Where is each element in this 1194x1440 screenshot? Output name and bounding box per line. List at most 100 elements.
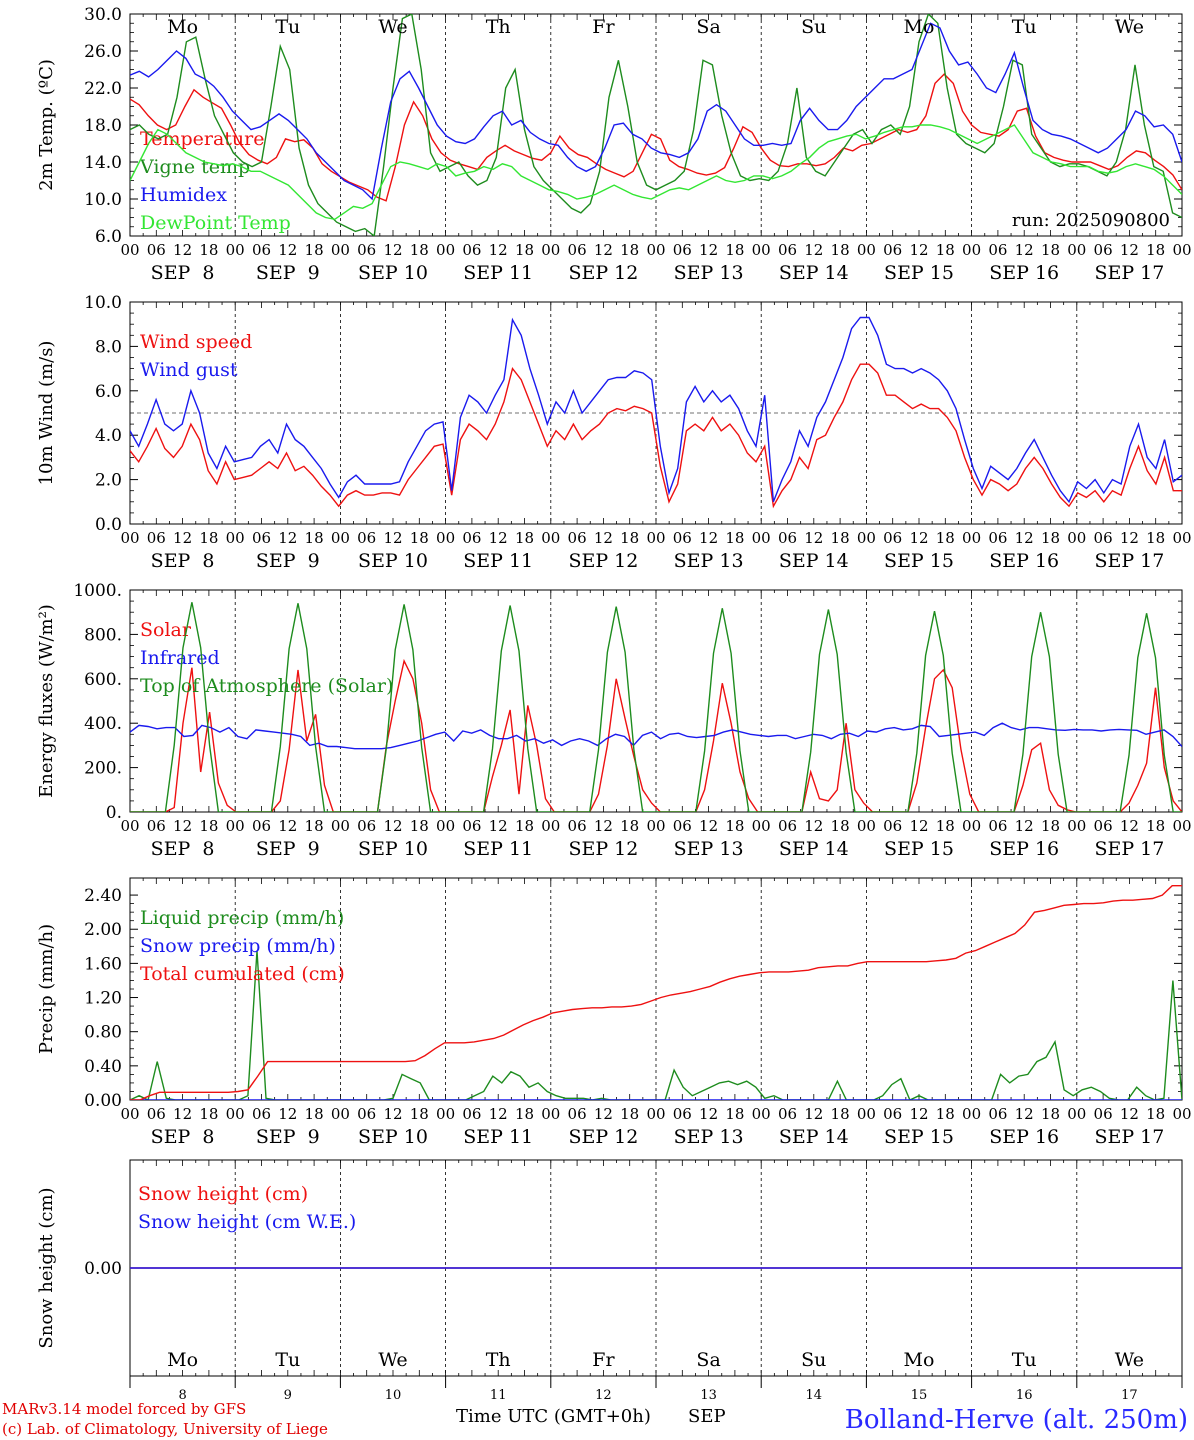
x-tick-label: 12 (1015, 241, 1034, 259)
x-tick-label: 12 (383, 817, 402, 835)
series-line-infrared (130, 722, 1182, 750)
x-tick-label: 00 (962, 241, 981, 259)
weekday-label: Fr (592, 1349, 615, 1371)
x-tick-label: 12 (909, 241, 928, 259)
x-tick-label: 12 (489, 817, 508, 835)
date-label: SEP 14 (779, 550, 849, 572)
day-number-label: 9 (284, 1388, 292, 1403)
y-tick-label: 200. (84, 759, 122, 779)
x-tick-label: 00 (436, 817, 455, 835)
x-axis-month: SEP (688, 1406, 726, 1427)
legend-entry: Liquid precip (mm/h) (140, 907, 344, 929)
x-tick-label: 00 (1067, 529, 1086, 547)
weekday-label: Sa (696, 16, 720, 38)
y-tick-label: 1000. (73, 581, 122, 601)
x-tick-label: 00 (962, 1105, 981, 1123)
date-label: SEP 8 (151, 1126, 215, 1148)
y-tick-label: 22.0 (84, 79, 122, 99)
date-label: SEP 14 (779, 1126, 849, 1148)
y-tick-label: 0.00 (84, 1091, 122, 1111)
date-label: SEP 15 (884, 550, 954, 572)
y-axis-title: 2m Temp. (ºC) (36, 59, 57, 191)
y-tick-label: 4.0 (95, 426, 122, 446)
x-tick-label: 18 (620, 1105, 639, 1123)
credits-line-2: (c) Lab. of Climatology, University of L… (2, 1420, 328, 1438)
weekday-label: Mo (167, 1349, 198, 1371)
x-tick-label: 18 (410, 529, 429, 547)
date-label: SEP 13 (674, 1126, 744, 1148)
date-label: SEP 15 (884, 838, 954, 860)
x-tick-label: 18 (620, 529, 639, 547)
x-tick-label: 12 (278, 241, 297, 259)
panel-3: 0. 200. 400. 600. 800. 1000. Energy fluxes (W/… (36, 581, 1192, 860)
credits-line-1: MARv3.14 model forced by GFS (2, 1400, 246, 1418)
x-tick-label: 06 (357, 241, 376, 259)
x-tick-label: 18 (515, 817, 534, 835)
date-label: SEP 12 (568, 262, 638, 284)
weekday-label: Su (801, 1349, 826, 1371)
x-tick-label: 00 (646, 241, 665, 259)
x-tick-label: 18 (199, 529, 218, 547)
y-tick-label: 400. (84, 714, 122, 734)
x-tick-label: 00 (646, 817, 665, 835)
x-tick-label: 00 (962, 529, 981, 547)
x-tick-label: 06 (357, 817, 376, 835)
x-tick-label: 00 (226, 241, 245, 259)
x-tick-label: 12 (594, 817, 613, 835)
x-tick-label: 12 (1120, 817, 1139, 835)
y-tick-label: 800. (84, 625, 122, 645)
legend-entry: Snow precip (mm/h) (140, 935, 336, 957)
legend-entry: Temperature (140, 128, 264, 150)
legend-entry: DewPoint Temp (140, 212, 291, 234)
x-tick-label: 00 (1067, 1105, 1086, 1123)
x-tick-label: 18 (1146, 241, 1165, 259)
day-number-label: 15 (911, 1388, 928, 1403)
weekday-label: Th (486, 16, 511, 38)
x-tick-label: 06 (568, 817, 587, 835)
y-axis-title: Snow height (cm) (36, 1187, 57, 1348)
station-label: Bolland-Herve (alt. 250m) (845, 1405, 1188, 1435)
x-tick-label: 06 (883, 529, 902, 547)
x-tick-label: 06 (673, 1105, 692, 1123)
x-tick-label: 18 (1041, 817, 1060, 835)
y-tick-label: 6.0 (95, 382, 122, 402)
x-tick-label: 00 (436, 241, 455, 259)
x-tick-label: 12 (173, 1105, 192, 1123)
footer: MARv3.14 model forced by GFS (c) Lab. of … (2, 1400, 1188, 1438)
y-tick-label: 18.0 (84, 116, 122, 136)
date-label: SEP 9 (256, 550, 320, 572)
date-label: SEP 15 (884, 1126, 954, 1148)
x-tick-label: 18 (831, 817, 850, 835)
x-tick-label: 12 (1015, 1105, 1034, 1123)
x-tick-label: 12 (804, 241, 823, 259)
x-tick-label: 06 (673, 529, 692, 547)
x-tick-label: 00 (1172, 529, 1191, 547)
x-tick-label: 18 (410, 1105, 429, 1123)
x-tick-label: 06 (1094, 817, 1113, 835)
x-tick-label: 12 (909, 529, 928, 547)
x-tick-label: 00 (1067, 241, 1086, 259)
date-label: SEP 8 (151, 262, 215, 284)
x-tick-label: 18 (515, 241, 534, 259)
legend-entry: Solar (140, 619, 192, 641)
y-tick-label: 2.0 (95, 471, 122, 491)
x-tick-label: 18 (1146, 529, 1165, 547)
x-tick-label: 00 (331, 1105, 350, 1123)
x-tick-label: 12 (1120, 1105, 1139, 1123)
x-tick-label: 18 (1146, 817, 1165, 835)
x-tick-label: 06 (1094, 529, 1113, 547)
x-tick-label: 00 (120, 529, 139, 547)
x-tick-label: 18 (936, 1105, 955, 1123)
x-tick-label: 18 (831, 529, 850, 547)
day-number-label: 14 (806, 1388, 823, 1403)
x-tick-label: 00 (752, 817, 771, 835)
weekday-label: Tu (1012, 16, 1037, 38)
x-tick-label: 00 (857, 817, 876, 835)
weekday-label: We (378, 1349, 407, 1371)
x-tick-label: 18 (410, 241, 429, 259)
x-tick-label: 00 (752, 241, 771, 259)
weekday-label: Tu (275, 16, 300, 38)
x-tick-label: 00 (646, 1105, 665, 1123)
weekday-label: Su (801, 16, 826, 38)
series-line-humidex (130, 22, 1182, 201)
